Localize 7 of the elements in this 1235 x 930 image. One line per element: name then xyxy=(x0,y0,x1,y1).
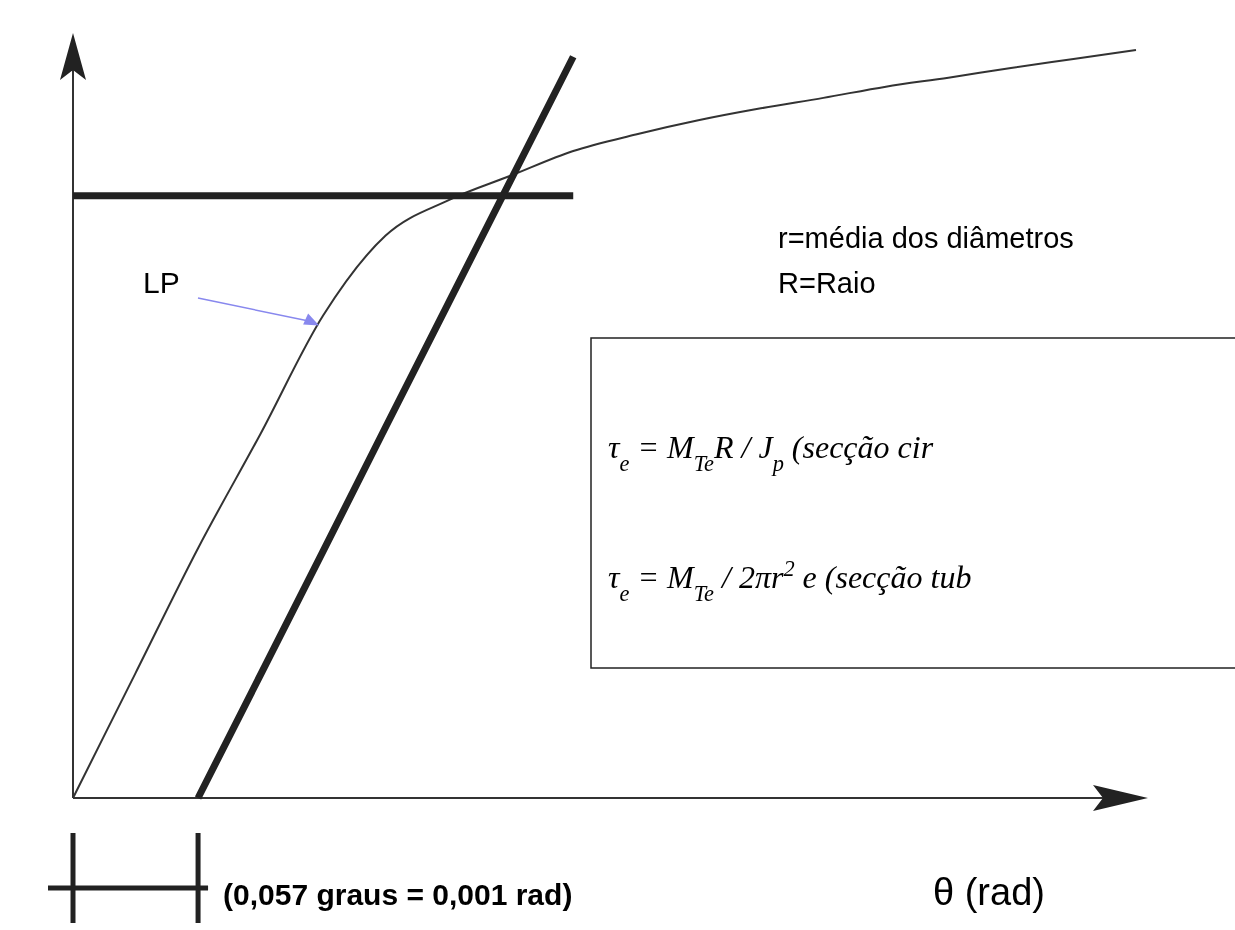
annotation: r=média dos diâmetros xyxy=(778,222,1074,254)
annotation: τ$_{e}$ = M$_{Te}$ / 2πr$^{2}$ e (secção tub xyxy=(608,555,972,606)
x-axis-title: θ (rad) xyxy=(933,871,1045,913)
annotation: τ$_{e}$ = M$_{Te}$R / J$_{p}$ (secção cir xyxy=(608,429,934,476)
text: (0,057 graus = 0,001 rad) xyxy=(223,878,573,911)
annotation: LP xyxy=(143,266,180,299)
annotation: R=Raio xyxy=(778,267,876,299)
